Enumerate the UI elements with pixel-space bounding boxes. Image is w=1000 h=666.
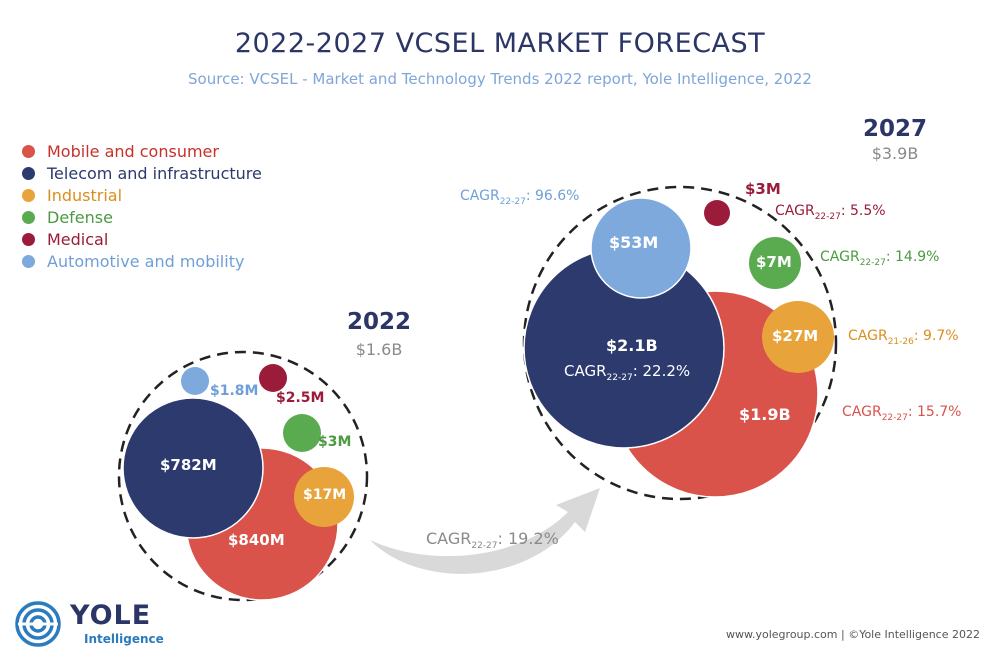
value-label-2022-automotive: $1.8M [210, 383, 259, 399]
value-label-2022-defense: $3M [318, 434, 352, 450]
cagr-prefix: CAGR [460, 188, 500, 204]
legend-item-mobile: Mobile and consumer [22, 140, 262, 162]
footer-credit: www.yolegroup.com | ©Yole Intelligence 2… [726, 628, 980, 641]
cagr-period: 22-27 [606, 373, 633, 383]
cagr-value: : 5.5% [840, 203, 886, 219]
total-2022: $1.6B [355, 340, 403, 359]
value-label-2027-defense: $7M [756, 253, 792, 271]
cagr-period: 22-27 [471, 541, 498, 552]
legend-item-defense: Defense [22, 206, 262, 228]
legend-swatch-mobile [22, 144, 35, 158]
cagr-value: : 19.2% [497, 529, 559, 548]
legend-swatch-defense [22, 210, 35, 224]
chart-subtitle: Source: VCSEL - Market and Technology Tr… [188, 70, 812, 88]
logo-tagline: Intelligence [84, 632, 164, 646]
value-label-2027-mobile: $1.9B [739, 405, 791, 424]
cagr-prefix: CAGR [848, 328, 888, 344]
bubble-2027-industrial [762, 301, 834, 373]
cagr-2027-industrial: CAGR21-26: 9.7% [848, 328, 959, 347]
cagr-2027-mobile: CAGR22-27: 15.7% [842, 404, 962, 423]
legend-swatch-industrial [22, 188, 35, 202]
cagr-period: 22-27 [881, 412, 908, 423]
year-2022: 2022 [346, 309, 411, 335]
cagr-period: 21-26 [887, 336, 914, 347]
cagr-value: : 9.7% [913, 328, 959, 344]
cagr-prefix: CAGR [426, 529, 472, 548]
legend-item-medical: Medical [22, 228, 262, 250]
cagr-prefix: CAGR [775, 203, 815, 219]
cagr-overall: CAGR22-27: 19.2% [426, 529, 559, 551]
legend-label-medical: Medical [47, 229, 109, 249]
value-label-2027-telecom: $2.1B [606, 336, 658, 355]
bubble-2022-telecom [122, 397, 264, 539]
value-label-2022-mobile: $840M [228, 531, 285, 549]
cagr-period: 22-27 [814, 211, 841, 222]
bubble-2022-industrial [294, 467, 354, 527]
value-label-2027-medical: $3M [745, 180, 781, 198]
legend-swatch-medical [22, 232, 35, 246]
legend-label-automotive: Automotive and mobility [47, 251, 245, 271]
boundary-circle-2022 [117, 350, 369, 602]
yole-logo-icon [15, 601, 61, 647]
legend-item-industrial: Industrial [22, 184, 262, 206]
cagr-period: 22-27 [859, 257, 886, 268]
cagr-value: : 15.7% [907, 404, 962, 420]
value-label-2022-medical: $2.5M [276, 390, 325, 406]
legend-item-automotive: Automotive and mobility [22, 250, 262, 272]
cagr-2027-defense: CAGR22-27: 14.9% [820, 249, 940, 268]
cagr-2027-automotive: CAGR22-27: 96.6% [460, 188, 580, 207]
legend-swatch-automotive [22, 254, 35, 268]
legend-label-mobile: Mobile and consumer [47, 141, 219, 161]
cagr-prefix: CAGR [842, 404, 882, 420]
legend-swatch-telecom [22, 166, 35, 180]
total-2027: $3.9B [871, 144, 919, 163]
growth-arrow [370, 488, 600, 574]
bubble-2022-medical [259, 364, 287, 392]
cagr-value: : 96.6% [525, 188, 580, 204]
legend-label-industrial: Industrial [47, 185, 123, 205]
year-2027: 2027 [862, 116, 927, 142]
legend-label-telecom: Telecom and infrastructure [47, 163, 262, 183]
bubble-2027-defense [749, 237, 801, 289]
cagr-period: 22-27 [499, 196, 526, 207]
legend-item-telecom: Telecom and infrastructure [22, 162, 262, 184]
chart-title: 2022-2027 VCSEL MARKET FORECAST [234, 28, 766, 59]
cagr-prefix: CAGR [564, 362, 607, 380]
value-label-2022-industrial: $17M [303, 487, 347, 503]
legend-label-defense: Defense [47, 207, 113, 227]
cagr-prefix: CAGR [820, 249, 860, 265]
yole-logo: YOLE Intelligence [14, 598, 164, 654]
legend: Mobile and consumer Telecom and infrastr… [22, 140, 262, 272]
bubble-2022-defense [283, 414, 321, 452]
value-label-2022-telecom: $782M [160, 456, 217, 474]
cagr-2027-medical: CAGR22-27: 5.5% [775, 203, 886, 222]
bubble-2027-medical [704, 200, 730, 226]
cagr-value: : 14.9% [885, 249, 940, 265]
value-label-2027-automotive: $53M [609, 233, 659, 252]
value-label-2027-industrial: $27M [772, 327, 819, 345]
cagr-2027-telecom: CAGR22-27: 22.2% [564, 362, 690, 383]
cagr-value: : 22.2% [632, 362, 691, 380]
logo-name: YOLE [70, 600, 152, 631]
bubble-2027-automotive [590, 197, 692, 299]
bubble-2022-automotive [181, 367, 209, 395]
